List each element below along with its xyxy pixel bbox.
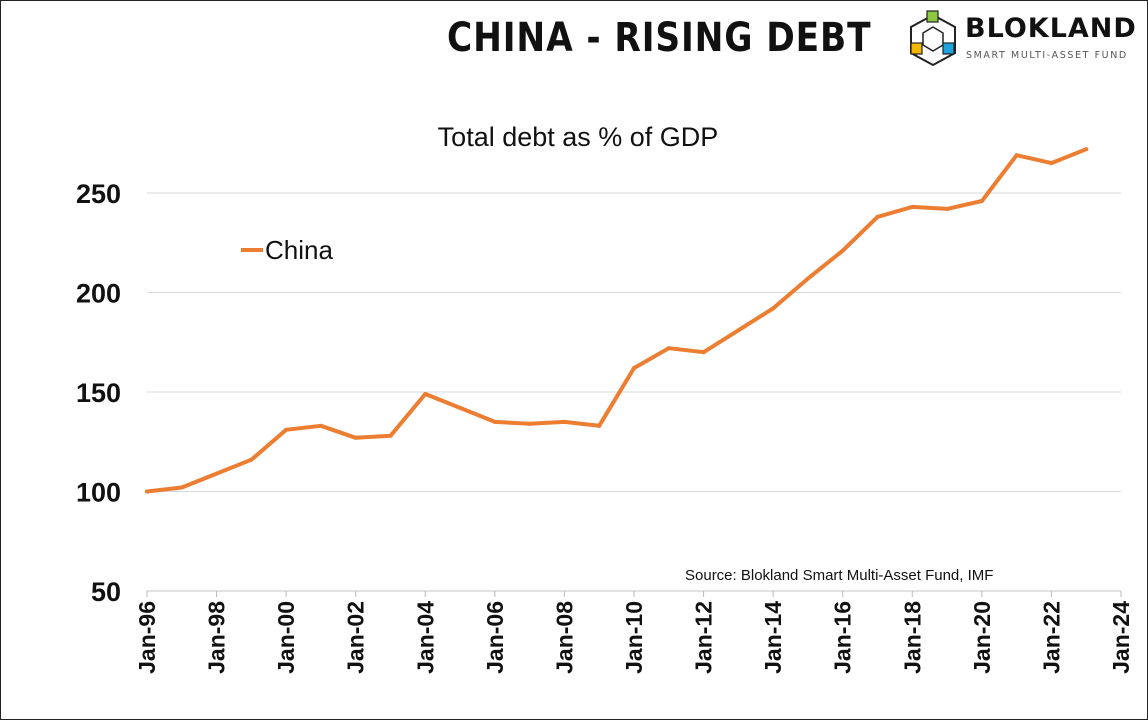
x-tick-label: Jan-16	[830, 601, 856, 674]
data-point	[805, 276, 810, 281]
page-title: CHINA - RISING DEBT	[447, 15, 872, 61]
data-point	[423, 391, 428, 396]
data-point	[492, 419, 497, 424]
data-point	[701, 350, 706, 355]
legend-label-china: China	[265, 235, 333, 265]
data-point	[771, 306, 776, 311]
data-point	[249, 457, 254, 462]
data-point	[214, 471, 219, 476]
x-tick-label: Jan-96	[134, 601, 160, 674]
cube-logo-icon	[910, 10, 956, 67]
data-point	[145, 489, 149, 494]
data-point	[1014, 153, 1019, 158]
legend: China	[241, 235, 333, 265]
data-point	[179, 485, 184, 490]
logo-name: BLOKLAND	[965, 13, 1137, 44]
y-tick-label: 100	[76, 478, 121, 508]
data-point	[597, 423, 602, 428]
series-layer	[145, 147, 1089, 494]
data-point	[353, 435, 358, 440]
y-tick-label: 250	[76, 179, 121, 209]
x-tick-label: Jan-18	[899, 601, 925, 674]
data-point	[840, 248, 845, 253]
x-tick-label: Jan-12	[691, 601, 717, 674]
chart-title: Total debt as % of GDP	[438, 122, 719, 152]
logo-tagline: SMART MULTI-ASSET FUND	[966, 50, 1128, 61]
x-tick-label: Jan-08	[551, 601, 577, 674]
data-point	[736, 328, 741, 333]
x-tick-label: Jan-22	[1038, 601, 1064, 674]
x-tick-label: Jan-06	[482, 601, 508, 674]
x-tick-label: Jan-14	[760, 601, 786, 674]
data-point	[666, 346, 671, 351]
data-point	[527, 421, 532, 426]
x-tick-label: Jan-20	[969, 601, 995, 674]
data-point	[979, 198, 984, 203]
data-point	[388, 433, 393, 438]
data-point	[318, 423, 323, 428]
data-point	[562, 419, 567, 424]
x-tick-label: Jan-04	[412, 601, 438, 674]
data-point	[1049, 161, 1054, 166]
series-line-china	[145, 147, 1089, 494]
data-point	[910, 204, 915, 209]
x-tick-label: Jan-02	[343, 601, 369, 674]
x-tick-label: Jan-98	[204, 601, 230, 674]
brand-logo: BLOKLAND SMART MULTI-ASSET FUND	[905, 9, 1145, 71]
x-tick-label: Jan-24	[1108, 601, 1134, 674]
x-axis-ticks: Jan-96 Jan-98 Jan-00 Jan-02 Jan-04 Jan-06 Jan-…	[134, 591, 1134, 674]
y-tick-label: 200	[76, 279, 121, 309]
x-tick-label: Jan-10	[621, 601, 647, 674]
y-tick-label: 50	[91, 577, 121, 607]
data-point	[875, 214, 880, 219]
y-axis-ticks: 50 100 150 200 250	[76, 179, 121, 607]
data-point	[458, 405, 463, 410]
data-point	[284, 427, 289, 432]
data-point	[945, 206, 950, 211]
x-tick-label: Jan-00	[273, 601, 299, 674]
data-point	[632, 366, 636, 371]
source-note: Source: Blokland Smart Multi-Asset Fund,…	[685, 567, 993, 584]
data-point	[1084, 147, 1089, 152]
y-tick-label: 150	[76, 378, 121, 408]
